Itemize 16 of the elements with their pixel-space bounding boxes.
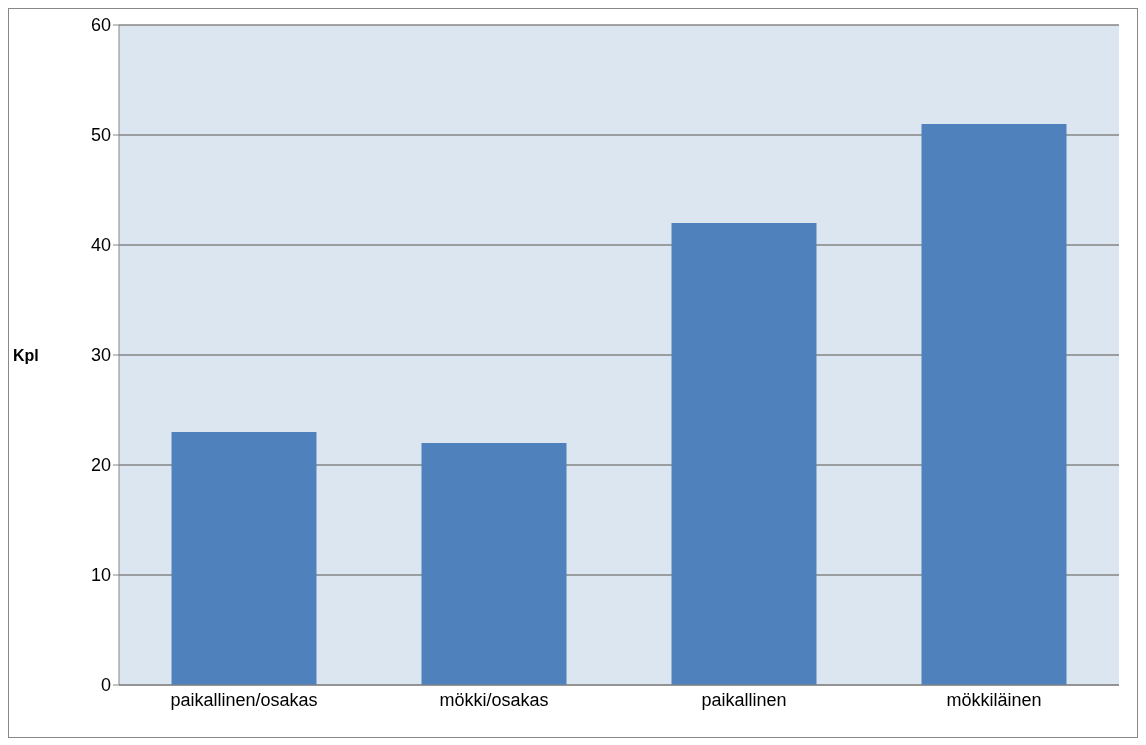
y-tick-label: 40 xyxy=(90,235,111,256)
bar xyxy=(921,124,1067,685)
y-tick-label: 30 xyxy=(90,345,111,366)
y-tick-label: 10 xyxy=(90,565,111,586)
y-tick-label: 50 xyxy=(90,125,111,146)
y-tick-label: 20 xyxy=(90,455,111,476)
y-axis-title: Kpl xyxy=(13,346,39,364)
x-tick-label: mökki/osakas xyxy=(439,689,549,710)
y-tick-label: 60 xyxy=(90,15,111,36)
x-tick-label: paikallinen xyxy=(701,689,787,710)
x-tick-label: paikallinen/osakas xyxy=(170,689,318,710)
x-tick-label: mökkiläinen xyxy=(946,689,1042,710)
y-tick-label: 0 xyxy=(100,675,111,696)
bar xyxy=(421,443,567,685)
bar xyxy=(171,432,317,685)
bar xyxy=(671,223,817,685)
